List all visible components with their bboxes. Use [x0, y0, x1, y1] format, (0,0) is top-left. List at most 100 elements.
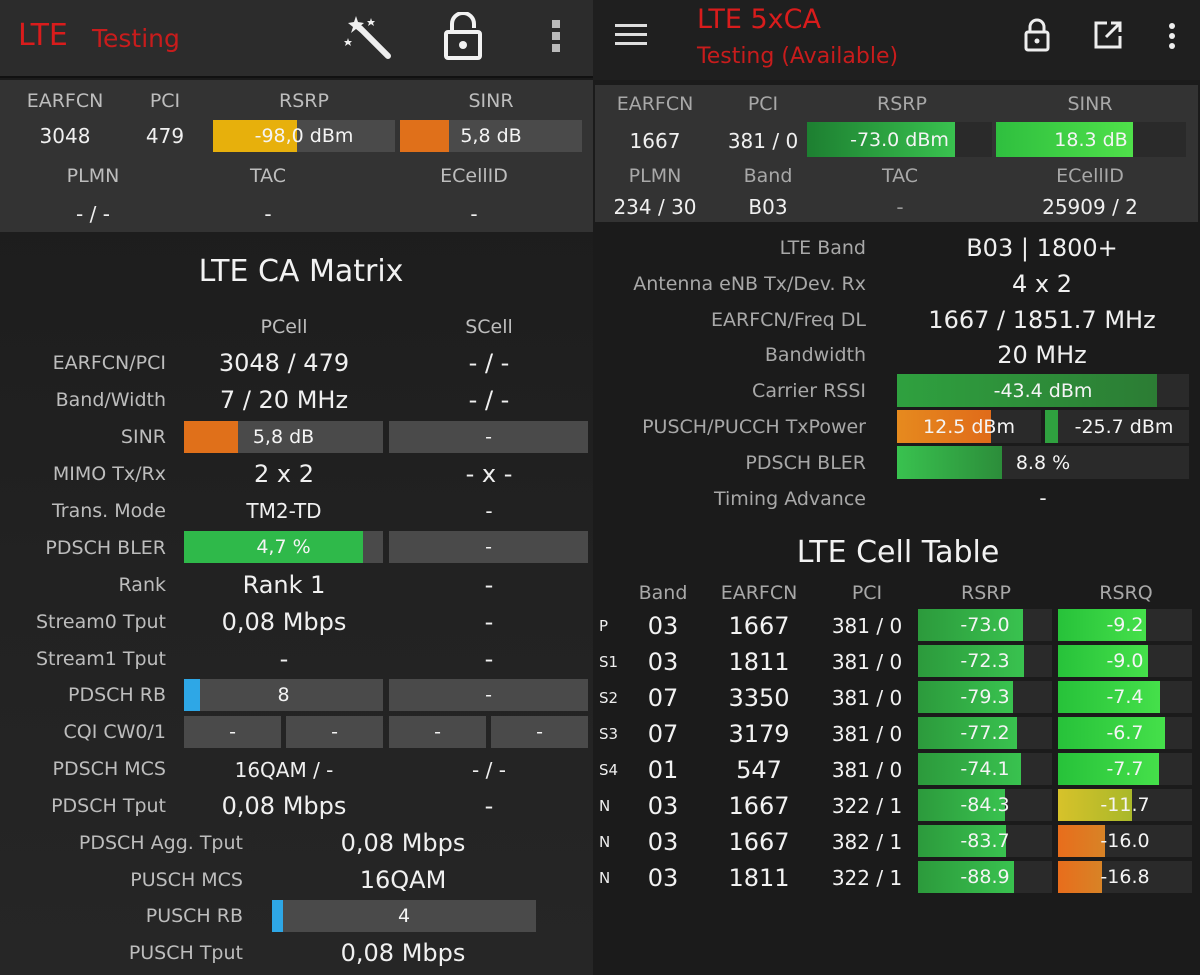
agg-row-value: 0,08 Mbps: [340, 829, 466, 857]
info-value-pucch: -25.7 dBm: [1074, 415, 1174, 438]
cell-rsrq-bar: -7.7: [1058, 753, 1192, 785]
agg-row-value: 0,08 Mbps: [340, 939, 466, 967]
cell-band: 03: [647, 792, 679, 820]
info-label: Carrier RSSI: [752, 380, 866, 402]
table-header-earfcn: EARFCN: [720, 582, 798, 604]
ca-scell-bler-bar: -: [389, 531, 588, 563]
info-label: Timing Advance: [713, 488, 866, 510]
tac-value: -: [896, 195, 904, 219]
info-label: PUSCH/PUCCH TxPower: [642, 416, 866, 438]
agg-row-label: PDSCH Agg. Tput: [78, 832, 243, 854]
cell-rsrq: -7.7: [1106, 758, 1144, 780]
cell-earfcn: 3350: [728, 684, 790, 712]
cell-rsrp-bar: -77.2: [918, 717, 1052, 749]
agg-row-label: PUSCH RB: [145, 905, 243, 927]
scell-column-header: SCell: [465, 316, 513, 338]
header-rsrp: RSRP: [877, 93, 927, 115]
cell-rsrp: -72.3: [960, 650, 1010, 672]
earfcn-value: 3048: [39, 124, 91, 148]
magic-wand-icon[interactable]: [344, 14, 394, 60]
unlock-icon[interactable]: [443, 12, 483, 60]
ca-pcell-value: Rank 1: [242, 571, 326, 599]
ca-row-label: Band/Width: [55, 389, 166, 411]
cell-rsrq: -7.4: [1106, 686, 1144, 708]
agg-row-label: PUSCH MCS: [130, 869, 243, 891]
ca-row-label: Stream1 Tput: [35, 648, 166, 670]
agg-row-value: 4: [397, 905, 411, 927]
ca-scell-value: -: [485, 536, 492, 558]
cell-earfcn: 547: [736, 756, 782, 784]
pusch-rb-bar: 4: [272, 900, 536, 932]
cell-earfcn: 3179: [728, 720, 790, 748]
lock-icon[interactable]: [1023, 18, 1051, 52]
cell-pci: 381 / 0: [831, 758, 903, 782]
cqi-value: -: [331, 721, 338, 743]
cell-pci: 322 / 1: [831, 794, 903, 818]
cqi-cw0-scell: -: [389, 716, 486, 748]
cell-band: 01: [647, 756, 679, 784]
sinr-bar: 18.3 dB: [996, 122, 1186, 157]
pci-value: 479: [145, 124, 185, 148]
cell-rsrp-bar: -79.3: [918, 681, 1052, 713]
cqi-value: -: [434, 721, 441, 743]
pcell-column-header: PCell: [260, 316, 308, 338]
cell-type: S3: [599, 725, 619, 743]
ca-scell-value: -: [485, 499, 493, 523]
ca-row-label: EARFCN/PCI: [52, 352, 166, 374]
cell-rsrp-bar: -88.9: [918, 861, 1052, 893]
ca-pcell-value: 0,08 Mbps: [221, 792, 347, 820]
cqi-cw0-pcell: -: [184, 716, 281, 748]
header-sinr: SINR: [468, 90, 514, 112]
cell-rsrq-bar: -11.7: [1058, 789, 1192, 821]
more-vert-icon[interactable]: [549, 18, 563, 54]
ca-row-label: MIMO Tx/Rx: [52, 463, 166, 485]
cqi-cw1-pcell: -: [286, 716, 383, 748]
cell-rsrq: -11.7: [1100, 794, 1150, 816]
cell-pci: 382 / 1: [831, 830, 903, 854]
cell-rsrq: -9.2: [1106, 614, 1144, 636]
rsrp-bar: -73.0 dBm: [807, 122, 992, 157]
sinr-bar: 5,8 dB: [400, 120, 582, 152]
band-value: B03: [748, 195, 788, 219]
header-tac: TAC: [249, 165, 287, 187]
ca-row-label: PDSCH RB: [68, 684, 166, 706]
info-label: LTE Band: [779, 237, 866, 259]
info-label: Antenna eNB Tx/Dev. Rx: [633, 273, 866, 295]
info-value: B03 | 1800+: [966, 234, 1118, 262]
ca-bler-bar: 4,7 %: [184, 531, 383, 563]
ca-scell-value: -: [485, 426, 492, 448]
ca-row-label: Rank: [118, 574, 166, 596]
agg-row-label: PUSCH Tput: [128, 942, 243, 964]
table-header-rsrp: RSRP: [961, 582, 1011, 604]
cell-rsrq-bar: -7.4: [1058, 681, 1192, 713]
ca-row-label: CQI CW0/1: [63, 721, 167, 743]
app-title: LTE: [18, 18, 68, 53]
header-rsrp: RSRP: [279, 90, 329, 112]
cell-rsrq-bar: -16.0: [1058, 825, 1192, 857]
app-subtitle: Testing (Available): [697, 44, 899, 69]
cell-band: 07: [647, 684, 679, 712]
carrier-rssi-bar: -43.4 dBm: [897, 374, 1189, 407]
pci-value: 381 / 0: [727, 129, 799, 153]
cell-rsrp: -88.9: [960, 866, 1010, 888]
cell-rsrp-bar: -73.0: [918, 609, 1052, 641]
cell-band: 03: [647, 864, 679, 892]
ca-pcell-value: 7 / 20 MHz: [219, 386, 349, 414]
cell-band: 07: [647, 720, 679, 748]
ca-row-label: PDSCH MCS: [52, 758, 166, 780]
pucch-txpower-bar: -25.7 dBm: [1045, 410, 1189, 443]
lte-5xca-panel: LTE 5xCA Testing (Available) EARFCN PCI …: [593, 0, 1200, 975]
cell-rsrq-bar: -9.0: [1058, 645, 1192, 677]
cell-type: N: [599, 833, 611, 851]
cell-earfcn: 1667: [728, 612, 790, 640]
app-title: LTE 5xCA: [697, 4, 821, 35]
app-bar: LTE Testing: [0, 0, 593, 78]
menu-icon[interactable]: [615, 22, 647, 48]
ca-scell-value: -: [484, 792, 494, 820]
cell-rsrp-bar: -84.3: [918, 789, 1052, 821]
open-external-icon[interactable]: [1093, 20, 1123, 50]
info-value: 8.8 %: [1015, 451, 1071, 474]
ca-scell-value: -: [484, 571, 494, 599]
info-value: 1667 / 1851.7 MHz: [928, 306, 1156, 334]
more-vert-icon[interactable]: [1167, 22, 1177, 50]
